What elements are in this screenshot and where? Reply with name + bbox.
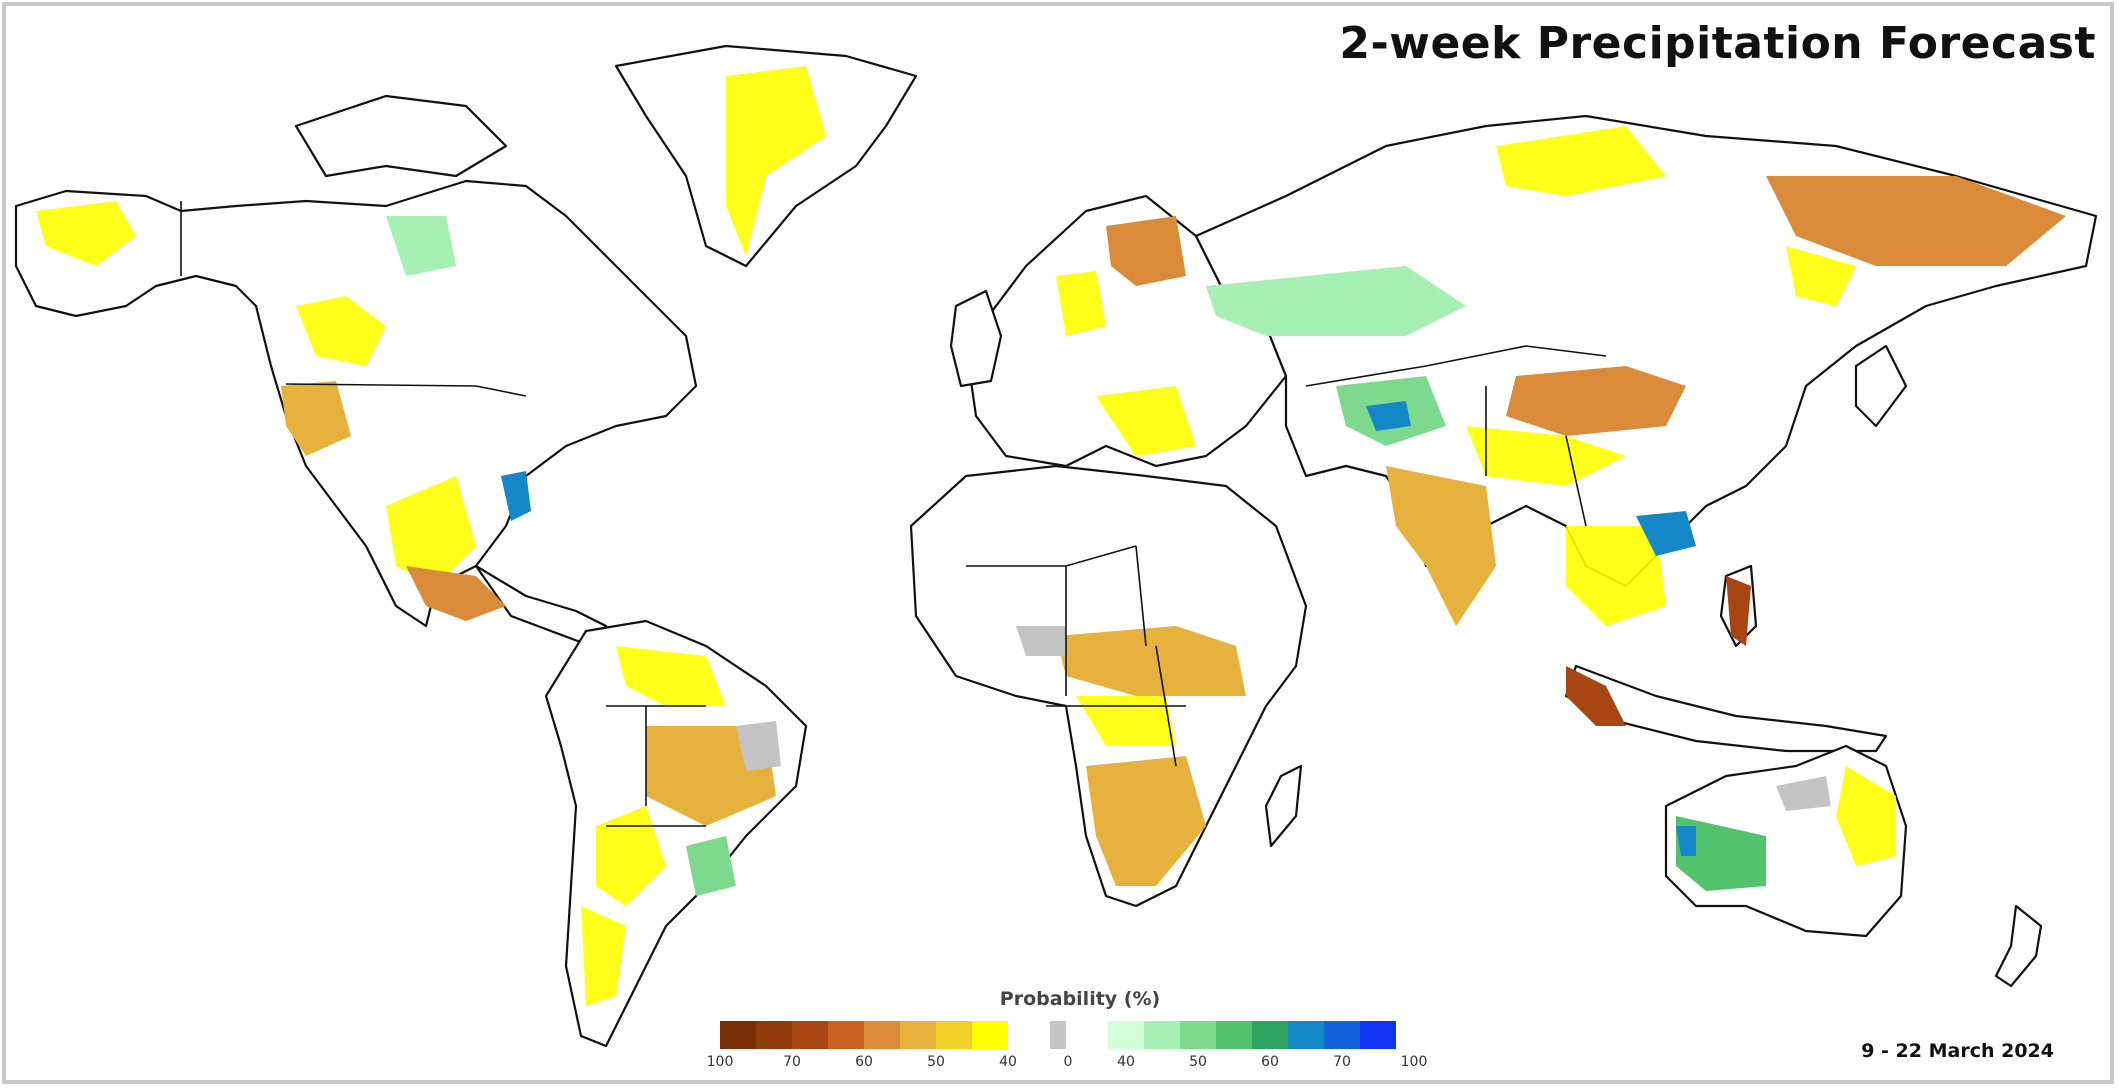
- legend-tick: 50: [1189, 1054, 1207, 1070]
- madagascar-land: [1264, 764, 1303, 848]
- dry-region: [1566, 526, 1666, 626]
- dry-region: [1466, 426, 1626, 486]
- dry-region: [1386, 466, 1496, 626]
- dry-region: [1766, 176, 2066, 266]
- wet-region: [1676, 826, 1696, 856]
- legend-tick: 100: [1400, 1054, 1428, 1070]
- dry-region: [1566, 666, 1626, 726]
- legend-swatch-wet: [1216, 1021, 1252, 1049]
- legend-title: Probability (%): [999, 988, 1161, 1010]
- legend-swatch-wet: [1324, 1021, 1360, 1049]
- legend-swatch-dry: [900, 1021, 936, 1049]
- great-britain-land: [949, 289, 1003, 388]
- forecast-fills: [36, 66, 2066, 1006]
- dry-region: [386, 476, 476, 586]
- legend-tick: 60: [1261, 1054, 1279, 1070]
- dry-region: [296, 296, 386, 366]
- dry-region: [1086, 756, 1206, 886]
- wet-region: [1636, 511, 1696, 556]
- dry-region: [1836, 766, 1896, 866]
- wet-region: [1366, 401, 1411, 431]
- dry-region: [36, 201, 136, 266]
- legend-swatch-dry: [756, 1021, 792, 1049]
- date-range: 9 - 22 March 2024: [1861, 1040, 2054, 1062]
- wet-region: [386, 216, 456, 276]
- map-title: 2-week Precipitation Forecast: [1339, 18, 2096, 69]
- legend-tick: 70: [1333, 1054, 1351, 1070]
- wet-region: [1676, 816, 1766, 891]
- south-america-borders: [606, 705, 706, 827]
- africa-borders: [966, 545, 1186, 767]
- dry-region: [1106, 216, 1186, 286]
- new-zealand-land: [1994, 904, 2043, 988]
- probability-legend: Probability (%) 100 70 60 50 40 0 40 50 …: [707, 988, 1440, 1070]
- legend-swatch-dry: [936, 1021, 972, 1049]
- wet-region: [686, 836, 736, 896]
- arctic-islands: [294, 94, 508, 178]
- dry-region: [1506, 366, 1686, 436]
- legend-swatch-wet: [1108, 1021, 1144, 1049]
- dry-region: [281, 381, 351, 456]
- asia-borders: [1305, 345, 1607, 527]
- legend-swatch-wet: [1288, 1021, 1324, 1049]
- dry-region: [581, 906, 626, 1006]
- legend-tick: 70: [783, 1054, 801, 1070]
- dry-region: [616, 646, 726, 706]
- legend-tick: 0: [1063, 1054, 1073, 1070]
- dry-region: [1726, 576, 1751, 646]
- dry-region: [1786, 246, 1856, 306]
- legend-color-bar: [720, 1021, 1440, 1049]
- legend-tick: 40: [999, 1054, 1017, 1070]
- dry-region: [726, 66, 826, 256]
- legend-swatch-neutral: [1050, 1021, 1066, 1049]
- dry-region: [596, 806, 666, 906]
- legend-swatch-wet: [1180, 1021, 1216, 1049]
- dry-region: [1096, 386, 1196, 456]
- neutral-region: [736, 721, 781, 771]
- legend-swatch-dry: [828, 1021, 864, 1049]
- dry-region: [1076, 696, 1176, 746]
- legend-tick: 100: [706, 1054, 734, 1070]
- japan-land: [1854, 344, 1908, 428]
- legend-swatch-dry: [720, 1021, 756, 1049]
- legend-swatch-wet: [1360, 1021, 1396, 1049]
- dry-region: [1496, 126, 1666, 196]
- europe-land: [964, 194, 1288, 468]
- us-canada-border: [285, 383, 527, 397]
- neutral-region: [1016, 626, 1066, 656]
- legend-swatch-wet: [1252, 1021, 1288, 1049]
- dry-region: [406, 566, 506, 621]
- north-america-land: [14, 179, 698, 628]
- wet-region: [501, 471, 531, 521]
- country-borders: [180, 201, 1607, 827]
- legend-swatch-dry: [864, 1021, 900, 1049]
- wet-region: [1206, 266, 1466, 336]
- dry-region: [1056, 271, 1106, 336]
- neutral-region: [1776, 776, 1831, 811]
- legend-tick: 40: [1117, 1054, 1135, 1070]
- legend-swatch-dry: [972, 1021, 1008, 1049]
- legend-tick: 60: [855, 1054, 873, 1070]
- dry-region: [1056, 626, 1246, 696]
- world-map: [14, 44, 2098, 1048]
- legend-swatch-wet: [1144, 1021, 1180, 1049]
- legend-swatch-dry: [792, 1021, 828, 1049]
- legend-tick: 50: [927, 1054, 945, 1070]
